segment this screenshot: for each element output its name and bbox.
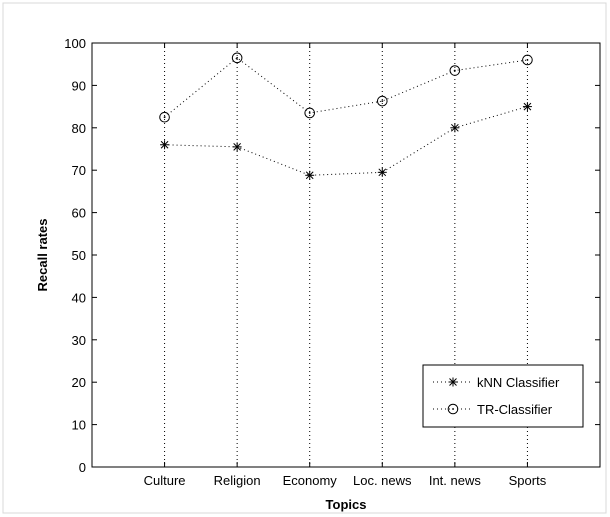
y-axis-title: Recall rates: [35, 219, 50, 292]
series-line-0: [164, 106, 528, 176]
circle-outer: [231, 52, 243, 64]
circle-outer: [376, 95, 388, 107]
legend: kNN Classifier TR-Classifier: [422, 364, 584, 428]
data-point-circle: [231, 52, 243, 64]
grid-layer: [164, 43, 528, 467]
circle-outer: [449, 65, 461, 76]
y-tick-label: 40: [72, 290, 86, 305]
circle-dot: [526, 59, 529, 61]
circle-dot: [453, 69, 456, 72]
y-tick-label: 60: [72, 206, 86, 221]
data-point-star: [450, 123, 460, 133]
series-layer: [159, 52, 533, 180]
legend-box: [422, 364, 584, 428]
x-tick-label: Sports: [509, 473, 547, 488]
legend-marker-star: [448, 377, 458, 387]
data-point-star: [232, 142, 242, 152]
circle-dot: [163, 116, 166, 119]
x-tick-label: Economy: [283, 473, 338, 488]
y-tick-label: 20: [72, 375, 86, 390]
circle-outer: [304, 107, 316, 119]
y-tick-label: 80: [72, 121, 86, 136]
data-point-circle: [522, 54, 533, 66]
circle-outer: [447, 403, 459, 415]
y-tick-label: 30: [72, 333, 86, 348]
star-stroke: [378, 168, 387, 177]
data-point-star: [522, 102, 532, 112]
circle-dot: [308, 112, 311, 114]
data-point-star: [377, 167, 387, 177]
x-tick-label: Int. news: [429, 473, 482, 488]
y-tick-label: 50: [72, 248, 86, 263]
data-point-circle: [449, 65, 461, 76]
star-stroke: [160, 140, 169, 149]
x-tick-label: Religion: [214, 473, 261, 488]
data-point-star: [160, 140, 170, 150]
data-point-star: [305, 170, 315, 180]
data-point-circle: [159, 111, 170, 123]
legend-label: TR-Classifier: [477, 402, 553, 417]
x-tick-label: Culture: [144, 473, 186, 488]
star-stroke: [451, 123, 459, 132]
circle-dot: [381, 100, 384, 102]
series-line-1: [164, 57, 528, 118]
legend-marker-circle: [447, 403, 459, 415]
star-stroke: [305, 171, 314, 180]
x-axis-title: Topics: [326, 497, 367, 512]
star-stroke: [233, 143, 241, 151]
data-point-circle: [304, 107, 316, 119]
circle-outer: [159, 111, 170, 123]
circle-outer: [522, 54, 533, 66]
data-point-circle: [376, 95, 388, 107]
circle-dot: [452, 408, 454, 410]
star-stroke: [523, 102, 532, 111]
y-tick-label: 90: [72, 78, 86, 93]
tick-layer: Culture Religion Economy Loc. news Int. news…: [64, 36, 600, 488]
legend-label: kNN Classifier: [477, 375, 560, 390]
circle-dot: [236, 56, 239, 59]
x-tick-label: Loc. news: [353, 473, 412, 488]
y-tick-label: 70: [72, 163, 86, 178]
star-stroke: [449, 378, 457, 386]
y-tick-label: 0: [79, 460, 86, 475]
y-tick-label: 100: [64, 36, 86, 51]
y-tick-label: 10: [72, 418, 86, 433]
